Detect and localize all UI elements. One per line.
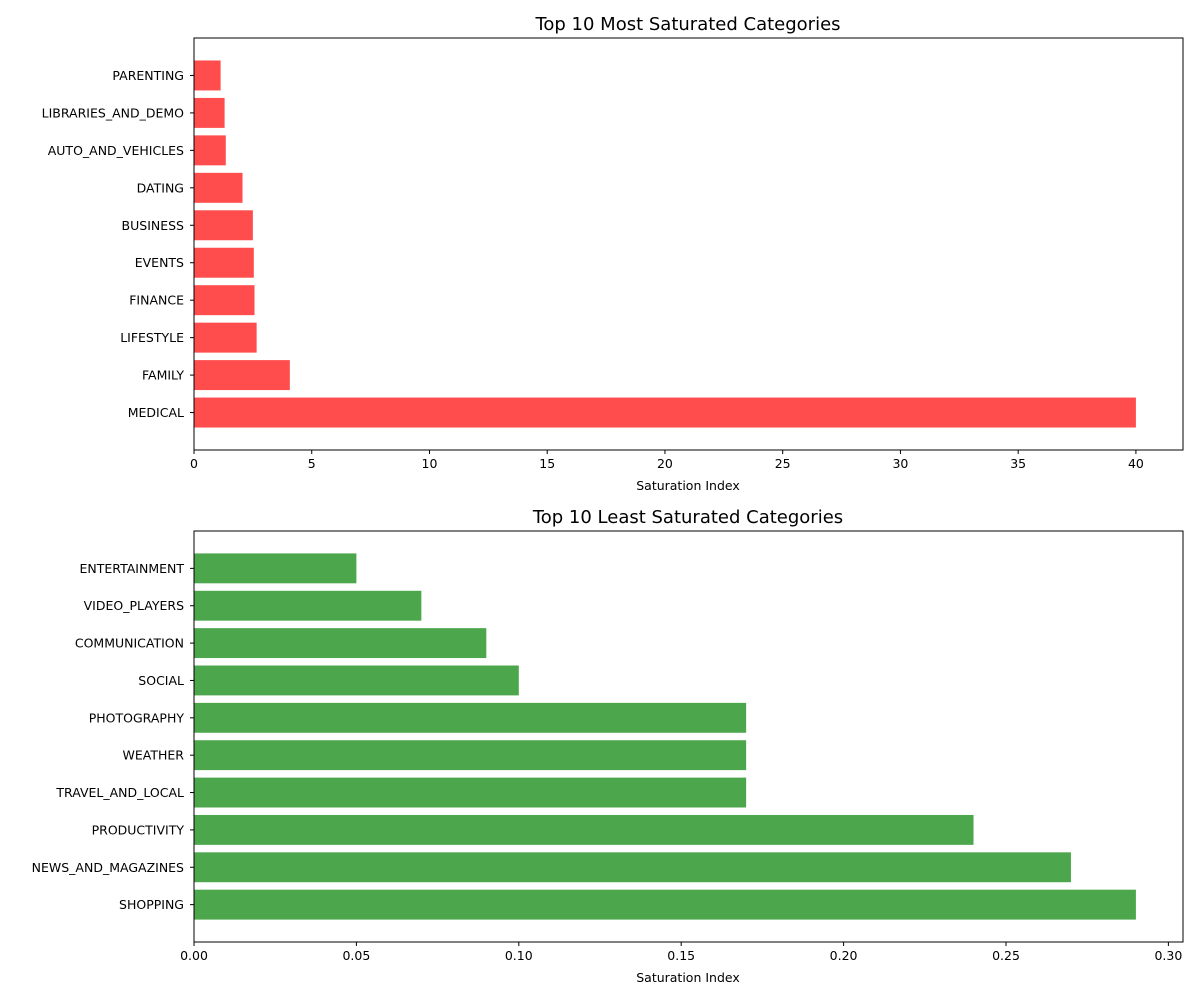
bar-communication bbox=[194, 628, 487, 659]
bar-travel-and-local bbox=[194, 777, 747, 808]
plot-frame bbox=[193, 37, 1184, 451]
y-tick-label: EVENTS bbox=[135, 255, 184, 270]
x-tick-group: 0 5 10 15 20 25 30 35 40 bbox=[190, 450, 1144, 471]
bar-group bbox=[194, 553, 1136, 920]
bar-entertainment bbox=[194, 553, 357, 584]
y-tick-label: SHOPPING bbox=[119, 897, 184, 912]
x-tick-label: 35 bbox=[1010, 456, 1026, 471]
y-tick-label: BUSINESS bbox=[122, 218, 185, 233]
x-tick-label: 0.05 bbox=[342, 948, 370, 963]
bar-photography bbox=[194, 702, 747, 733]
y-tick-label: SOCIAL bbox=[138, 673, 184, 688]
bar-news-and-magazines bbox=[194, 852, 1071, 883]
x-tick-label: 0.00 bbox=[180, 948, 208, 963]
x-tick-label: 25 bbox=[775, 456, 791, 471]
x-tick-label: 0.30 bbox=[1154, 948, 1182, 963]
bar-shopping bbox=[194, 889, 1136, 920]
x-tick-label: 30 bbox=[892, 456, 908, 471]
y-tick-label: PRODUCTIVITY bbox=[92, 822, 185, 837]
plot-frame bbox=[193, 530, 1184, 943]
x-tick-label: 20 bbox=[657, 456, 673, 471]
y-tick-label: NEWS_AND_MAGAZINES bbox=[32, 860, 184, 875]
y-tick-label: FINANCE bbox=[129, 293, 184, 308]
y-tick-label: COMMUNICATION bbox=[75, 636, 184, 651]
y-tick-label: VIDEO_PLAYERS bbox=[84, 598, 184, 613]
bar-libraries-and-demo bbox=[194, 97, 225, 128]
y-tick-label: WEATHER bbox=[123, 748, 185, 763]
y-tick-label: LIFESTYLE bbox=[120, 330, 184, 345]
x-tick-label: 0.25 bbox=[992, 948, 1020, 963]
bar-dating bbox=[194, 172, 243, 203]
chart-title: Top 10 Most Saturated Categories bbox=[534, 14, 840, 35]
bar-events bbox=[194, 247, 254, 278]
bar-video-players bbox=[194, 590, 422, 621]
y-tick-label: PARENTING bbox=[112, 68, 184, 83]
x-tick-label: 10 bbox=[422, 456, 438, 471]
y-tick-group: MEDICAL FAMILY LIFESTYLE FINANCE EVENTS BUSIN… bbox=[42, 68, 194, 420]
bar-weather bbox=[194, 740, 747, 771]
bar-finance bbox=[194, 285, 255, 316]
x-axis-label: Saturation Index bbox=[636, 970, 740, 985]
bar-social bbox=[194, 665, 519, 696]
most-saturated-chart: Top 10 Most Saturated Categories MEDICAL… bbox=[42, 14, 1184, 493]
x-tick-label: 0 bbox=[190, 456, 198, 471]
y-tick-label: AUTO_AND_VEHICLES bbox=[48, 143, 184, 158]
x-tick-label: 0.10 bbox=[505, 948, 533, 963]
least-saturated-chart: Top 10 Least Saturated Categories SHOPPI… bbox=[32, 507, 1184, 985]
y-tick-label: TRAVEL_AND_LOCAL bbox=[55, 785, 184, 800]
x-tick-label: 40 bbox=[1128, 456, 1144, 471]
x-tick-group: 0.00 0.05 0.10 0.15 0.20 0.25 0.30 bbox=[180, 942, 1182, 963]
y-tick-label: LIBRARIES_AND_DEMO bbox=[42, 105, 184, 120]
chart-title: Top 10 Least Saturated Categories bbox=[532, 507, 843, 528]
y-tick-label: DATING bbox=[137, 180, 184, 195]
bar-parenting bbox=[194, 60, 221, 91]
x-tick-label: 0.15 bbox=[667, 948, 695, 963]
y-tick-label: MEDICAL bbox=[128, 405, 184, 420]
bar-productivity bbox=[194, 814, 974, 845]
x-tick-label: 15 bbox=[539, 456, 555, 471]
x-tick-label: 5 bbox=[308, 456, 316, 471]
y-tick-label: FAMILY bbox=[142, 368, 184, 383]
bar-lifestyle bbox=[194, 322, 257, 353]
bar-business bbox=[194, 210, 253, 241]
y-tick-group: SHOPPING NEWS_AND_MAGAZINES PRODUCTIVITY TR… bbox=[32, 561, 194, 912]
bar-auto-and-vehicles bbox=[194, 135, 226, 166]
x-axis-label: Saturation Index bbox=[636, 478, 740, 493]
bar-medical bbox=[194, 397, 1136, 428]
y-tick-label: PHOTOGRAPHY bbox=[89, 710, 185, 725]
x-tick-label: 0.20 bbox=[830, 948, 858, 963]
bar-family bbox=[194, 360, 290, 391]
bar-group bbox=[194, 60, 1136, 428]
y-tick-label: ENTERTAINMENT bbox=[80, 561, 185, 576]
